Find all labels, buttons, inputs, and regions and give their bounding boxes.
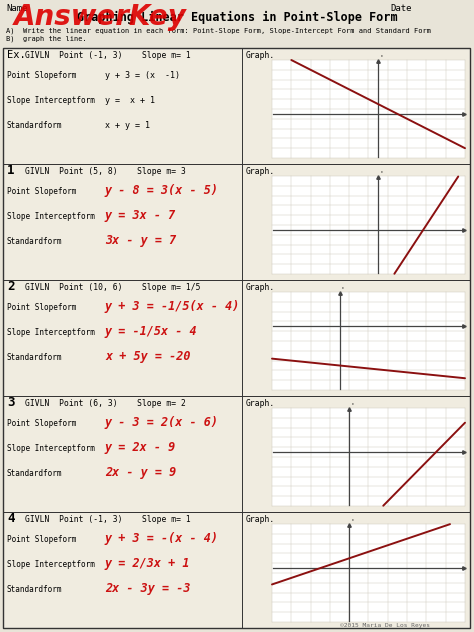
Text: Ex.: Ex. <box>7 50 26 60</box>
Text: Standardform: Standardform <box>7 237 63 246</box>
Text: ': ' <box>342 286 344 292</box>
Text: y + 3 = -1/5(x - 4): y + 3 = -1/5(x - 4) <box>105 300 240 313</box>
Text: 3: 3 <box>7 396 15 409</box>
FancyBboxPatch shape <box>3 396 470 512</box>
Text: Standardform: Standardform <box>7 585 63 594</box>
Text: Date: Date <box>390 4 411 13</box>
Text: x + 5y = -20: x + 5y = -20 <box>105 350 191 363</box>
Text: Slope Interceptform: Slope Interceptform <box>7 212 95 221</box>
FancyBboxPatch shape <box>272 60 465 158</box>
Text: 2x - 3y = -3: 2x - 3y = -3 <box>105 582 191 595</box>
Text: Graph.: Graph. <box>246 51 275 60</box>
Text: Point Slopeform: Point Slopeform <box>7 71 76 80</box>
Text: ': ' <box>351 518 353 524</box>
FancyBboxPatch shape <box>272 524 465 622</box>
Text: y = 3x - 7: y = 3x - 7 <box>105 209 176 222</box>
Text: Point Slopeform: Point Slopeform <box>7 535 76 544</box>
Text: Slope Interceptform: Slope Interceptform <box>7 96 95 105</box>
FancyBboxPatch shape <box>3 48 470 164</box>
FancyBboxPatch shape <box>3 512 470 628</box>
Text: 1: 1 <box>7 164 15 177</box>
Text: Graph.: Graph. <box>246 515 275 524</box>
Text: ©2015 Maria De Los Reyes: ©2015 Maria De Los Reyes <box>340 623 430 628</box>
Text: GIVLN  Point (6, 3)    Slope m= 2: GIVLN Point (6, 3) Slope m= 2 <box>25 399 186 408</box>
Text: Point Slopeform: Point Slopeform <box>7 419 76 428</box>
Text: ': ' <box>380 170 382 176</box>
Text: Name: Name <box>6 4 27 13</box>
Text: GIVLN  Point (-1, 3)    Slope m= 1: GIVLN Point (-1, 3) Slope m= 1 <box>25 51 191 60</box>
FancyBboxPatch shape <box>272 176 465 274</box>
Text: ': ' <box>380 54 382 60</box>
Text: y = 2/3x + 1: y = 2/3x + 1 <box>105 557 191 570</box>
Text: Slope Interceptform: Slope Interceptform <box>7 560 95 569</box>
Text: y = 2x - 9: y = 2x - 9 <box>105 441 176 454</box>
Text: Graphing Linear Equations in Point-Slope Form: Graphing Linear Equations in Point-Slope… <box>77 11 397 24</box>
Text: 3x - y = 7: 3x - y = 7 <box>105 234 176 247</box>
Text: 4: 4 <box>7 512 15 525</box>
Text: A)  Write the linear equation in each form: Point-Slope Form, Slope-Intercept Fo: A) Write the linear equation in each for… <box>6 27 431 33</box>
Text: GIVLN  Point (-1, 3)    Slope m= 1: GIVLN Point (-1, 3) Slope m= 1 <box>25 515 191 524</box>
Text: y + 3 = -(x - 4): y + 3 = -(x - 4) <box>105 532 219 545</box>
Text: y + 3 = (x  -1): y + 3 = (x -1) <box>105 71 180 80</box>
Text: B)  graph the line.: B) graph the line. <box>6 35 87 42</box>
Text: y = -1/5x - 4: y = -1/5x - 4 <box>105 325 198 338</box>
FancyBboxPatch shape <box>3 280 470 396</box>
Text: 2x - y = 9: 2x - y = 9 <box>105 466 176 479</box>
Text: Slope Interceptform: Slope Interceptform <box>7 328 95 337</box>
FancyBboxPatch shape <box>3 164 470 280</box>
Text: y - 3 = 2(x - 6): y - 3 = 2(x - 6) <box>105 416 219 429</box>
FancyBboxPatch shape <box>272 408 465 506</box>
Text: y - 8 = 3(x - 5): y - 8 = 3(x - 5) <box>105 184 219 197</box>
Text: GIVLN  Point (10, 6)    Slope m= 1/5: GIVLN Point (10, 6) Slope m= 1/5 <box>25 283 201 292</box>
Text: Slope Interceptform: Slope Interceptform <box>7 444 95 453</box>
Text: ': ' <box>351 402 353 408</box>
Text: Point Slopeform: Point Slopeform <box>7 303 76 312</box>
Text: x + y = 1: x + y = 1 <box>105 121 150 130</box>
Text: Standardform: Standardform <box>7 353 63 362</box>
Text: Point Slopeform: Point Slopeform <box>7 187 76 196</box>
FancyBboxPatch shape <box>272 292 465 390</box>
Text: 2: 2 <box>7 280 15 293</box>
Text: Standardform: Standardform <box>7 121 63 130</box>
Text: y =  x + 1: y = x + 1 <box>105 96 155 105</box>
Text: GIVLN  Point (5, 8)    Slope m= 3: GIVLN Point (5, 8) Slope m= 3 <box>25 167 186 176</box>
Text: Standardform: Standardform <box>7 469 63 478</box>
Text: Graph.: Graph. <box>246 399 275 408</box>
Text: AnswerKey: AnswerKey <box>14 3 187 31</box>
Text: Graph.: Graph. <box>246 283 275 292</box>
Text: Graph.: Graph. <box>246 167 275 176</box>
